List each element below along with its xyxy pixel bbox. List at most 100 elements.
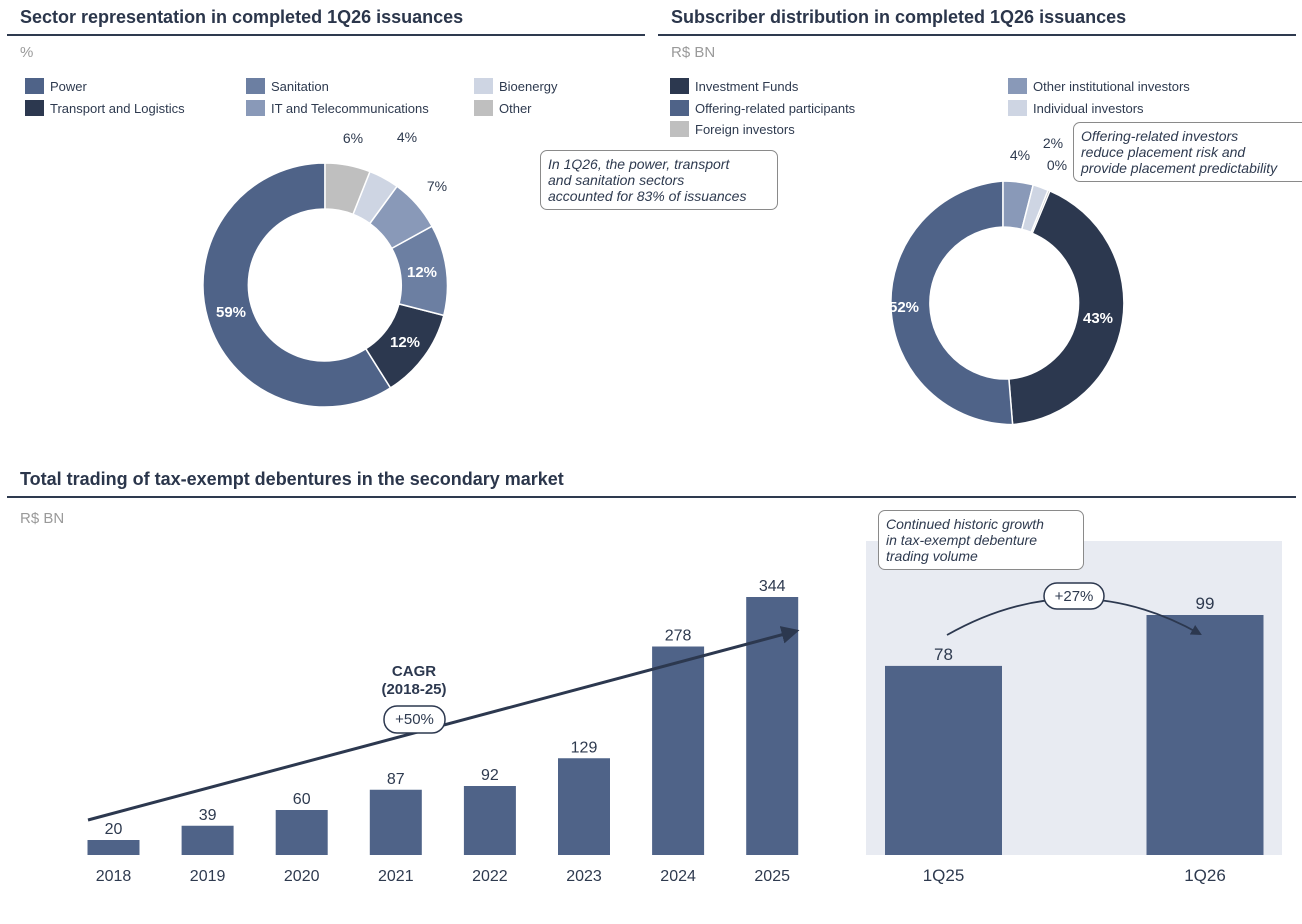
legend-swatch-it	[246, 100, 265, 116]
bar-2023	[558, 758, 610, 855]
legend-swatch-offering-participants	[670, 100, 689, 116]
slice-investment-funds	[1008, 189, 1125, 426]
bar-value-label: 129	[571, 739, 598, 756]
note-line: in tax-exempt debenture	[886, 532, 1037, 548]
growth-value-pill	[1043, 582, 1105, 610]
slice-label-it: 7%	[427, 178, 447, 194]
slice-individual-investors	[1020, 183, 1049, 234]
note-line: and sanitation sectors	[548, 172, 685, 188]
legend-label: Power	[50, 78, 87, 94]
legend-swatch-other-institutional	[1008, 78, 1027, 94]
legend-item-sanitation: Sanitation	[246, 78, 329, 94]
bar-value-label: 60	[293, 791, 311, 808]
legend-item-investment-funds: Investment Funds	[670, 78, 798, 94]
legend-label: Investment Funds	[695, 78, 799, 94]
note-line: reduce placement risk and	[1081, 144, 1246, 160]
trading-chart-title: Total trading of tax-exempt debentures i…	[20, 469, 564, 489]
bar-2019	[181, 825, 234, 855]
category-tick-label: 2019	[190, 868, 226, 885]
legend-label: IT and Telecommunications	[271, 100, 429, 116]
sector-annotation: In 1Q26, the power, transport and sanita…	[540, 150, 778, 210]
legend-swatch-sanitation	[246, 78, 265, 94]
legend-label: Sanitation	[271, 78, 329, 94]
legend-item-power: Power	[25, 78, 87, 94]
sector-donut	[202, 162, 449, 408]
slice-label-other: 6%	[343, 130, 363, 146]
bar-2024	[652, 646, 705, 855]
note-line: provide placement predictability	[1081, 160, 1278, 176]
bar-1Q25	[885, 665, 1002, 855]
bar-2018	[87, 840, 140, 855]
bar-2021	[369, 789, 422, 855]
note-line: In 1Q26, the power, transport	[548, 156, 730, 172]
legend-item-it: IT and Telecommunications	[246, 100, 429, 116]
note-line: accounted for 83% of issuances	[548, 188, 747, 204]
slice-label-sanitation: 12%	[407, 264, 437, 281]
bar-value-label: 78	[934, 645, 953, 664]
subscriber-donut	[890, 180, 1125, 426]
legend-label: Other	[499, 100, 532, 116]
bar-value-label: 20	[105, 821, 123, 838]
legend-swatch-individual-investors	[1008, 100, 1027, 116]
category-tick-label: 2020	[284, 868, 320, 885]
legend-item-bioenergy: Bioenergy	[474, 78, 558, 94]
category-tick-label: 1Q25	[923, 866, 965, 885]
bar-value-label: 344	[759, 578, 786, 595]
subscriber-annotation: Offering-related investors reduce placem…	[1073, 122, 1302, 182]
slice-label-transport: 12%	[390, 334, 420, 351]
legend-item-transport: Transport and Logistics	[25, 100, 185, 116]
category-tick-label: 2024	[660, 868, 696, 885]
category-tick-label: 1Q26	[1184, 866, 1226, 885]
legend-label: Bioenergy	[499, 78, 558, 94]
legend-label: Offering-related participants	[695, 100, 856, 116]
slice-label-investment-funds: 43%	[1083, 310, 1113, 327]
bar-value-label: 99	[1196, 594, 1215, 613]
category-tick-label: 2023	[566, 868, 602, 885]
slice-power	[202, 162, 392, 408]
slice-label-offering-participants: 52%	[889, 299, 919, 316]
category-tick-label: 2018	[96, 868, 132, 885]
bar-value-label: 92	[481, 767, 499, 784]
slice-label-bioenergy: 4%	[397, 129, 417, 145]
bar-value-label: 39	[199, 807, 217, 824]
category-tick-label: 2021	[378, 868, 414, 885]
cagr-label: CAGR	[392, 663, 436, 680]
category-tick-label: 2022	[472, 868, 508, 885]
quarter-bars: 78 1Q25 99 1Q26	[885, 594, 1264, 885]
legend-label: Foreign investors	[695, 121, 795, 137]
legend-swatch-transport	[25, 100, 44, 116]
legend-item-foreign-investors: Foreign investors	[670, 121, 795, 137]
subscriber-unit-label: R$ BN	[671, 44, 716, 61]
legend-swatch-foreign-investors	[670, 121, 689, 137]
growth-value: +27%	[1055, 588, 1094, 605]
legend-label: Transport and Logistics	[50, 100, 185, 116]
note-line: trading volume	[886, 548, 978, 564]
slice-label-foreign-investors: 0%	[1047, 157, 1067, 173]
cagr-value-pill	[383, 705, 446, 734]
subscriber-chart-title: Subscriber distribution in completed 1Q2…	[671, 7, 1127, 27]
slice-label-individual-investors: 2%	[1043, 135, 1063, 151]
bar-value-label: 87	[387, 771, 405, 788]
legend-swatch-other	[474, 100, 493, 116]
legend-swatch-investment-funds	[670, 78, 689, 94]
legend-label: Individual investors	[1033, 100, 1144, 116]
note-line: Continued historic growth	[886, 516, 1044, 532]
slice-label-power: 59%	[216, 304, 246, 321]
note-line: Offering-related investors	[1081, 128, 1239, 144]
bar-2020	[275, 810, 328, 855]
legend-item-offering-participants: Offering-related participants	[670, 100, 855, 116]
sector-title-rule	[7, 34, 645, 36]
legend-item-individual-investors: Individual investors	[1008, 100, 1144, 116]
trading-title-rule	[7, 496, 1296, 498]
slice-other	[324, 162, 371, 216]
legend-item-other: Other	[474, 100, 532, 116]
bar-1Q26	[1146, 615, 1264, 855]
sector-donut-chart: 59% 12% 12% 7% 4% 6%	[202, 129, 449, 408]
trading-unit-label: R$ BN	[20, 510, 65, 527]
sector-chart-title: Sector representation in completed 1Q26 …	[20, 7, 464, 27]
bar-value-label: 278	[665, 628, 692, 645]
slice-offering-participants	[890, 180, 1014, 426]
subscriber-donut-chart: 43% 52% 0% 4% 2%	[889, 135, 1125, 426]
sector-unit-label: %	[20, 44, 34, 61]
